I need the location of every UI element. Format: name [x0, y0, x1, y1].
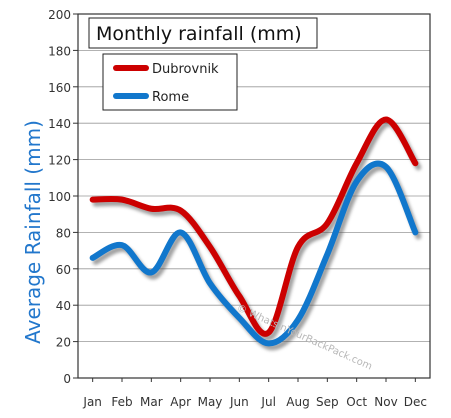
- data-point-rome: [326, 253, 328, 255]
- y-tick-label: 160: [48, 81, 71, 95]
- y-tick-label: 180: [48, 44, 71, 58]
- data-point-dubrovnik: [238, 295, 240, 297]
- legend: Dubrovnik Rome: [102, 53, 238, 111]
- data-point-dubrovnik: [385, 119, 387, 121]
- x-tick-label: Aug: [286, 395, 309, 409]
- data-point-dubrovnik: [326, 222, 328, 224]
- series-line-rome: [89, 160, 419, 347]
- data-point-rome: [180, 231, 182, 233]
- y-tick-label: 40: [56, 299, 71, 313]
- data-point-rome: [385, 166, 387, 168]
- x-tick-label: Jun: [229, 395, 249, 409]
- chart-title: Monthly rainfall (mm): [96, 23, 302, 45]
- y-tick-label: 140: [48, 117, 71, 131]
- y-tick-label: 100: [48, 190, 71, 204]
- y-axis-label: Average Rainfall (mm): [21, 120, 45, 344]
- data-point-rome: [268, 342, 270, 344]
- data-point-rome: [297, 319, 299, 321]
- data-point-dubrovnik: [297, 246, 299, 248]
- x-tick-label: Sep: [316, 395, 339, 409]
- series-lines: [89, 116, 419, 347]
- data-point-dubrovnik: [414, 162, 416, 164]
- data-point-rome: [209, 282, 211, 284]
- x-axis-ticks: Jan Feb Mar Apr May Jun Jul Aug Sep Oct Nov Dec: [82, 378, 427, 409]
- y-axis-ticks: 0 20 40 60 80 100 120 140 160 180 200: [48, 8, 78, 386]
- x-tick-label: Dec: [404, 395, 427, 409]
- y-tick-label: 0: [63, 372, 71, 386]
- x-tick-label: Jul: [260, 395, 275, 409]
- legend-label-rome: Rome: [152, 90, 189, 105]
- x-tick-label: Oct: [346, 395, 367, 409]
- x-tick-label: May: [198, 395, 223, 409]
- y-tick-label: 20: [56, 336, 71, 350]
- title-box: [88, 17, 318, 49]
- data-point-dubrovnik: [209, 246, 211, 248]
- data-point-rome: [356, 180, 358, 182]
- x-tick-label: Apr: [170, 395, 191, 409]
- data-point-dubrovnik: [180, 210, 182, 212]
- series-line-dubrovnik: [89, 116, 419, 337]
- data-point-rome: [238, 317, 240, 319]
- x-tick-label: Jan: [82, 395, 102, 409]
- x-tick-label: Mar: [140, 395, 163, 409]
- x-tick-label: Nov: [374, 395, 397, 409]
- data-point-rome: [414, 231, 416, 233]
- data-point-dubrovnik: [356, 162, 358, 164]
- legend-box: [102, 53, 238, 111]
- data-point-dubrovnik: [121, 199, 123, 201]
- y-tick-label: 200: [48, 8, 71, 22]
- y-tick-label: 120: [48, 154, 71, 168]
- plot-border: [77, 13, 431, 379]
- data-point-dubrovnik: [92, 199, 94, 201]
- data-point-dubrovnik: [268, 332, 270, 333]
- x-tick-label: Feb: [111, 395, 132, 409]
- y-tick-label: 80: [56, 226, 71, 240]
- y-tick-label: 60: [56, 263, 71, 277]
- data-point-rome: [92, 257, 94, 259]
- data-point-dubrovnik: [150, 208, 152, 210]
- legend-label-dubrovnik: Dubrovnik: [152, 62, 219, 77]
- data-point-rome: [121, 244, 123, 246]
- data-point-rome: [150, 271, 152, 273]
